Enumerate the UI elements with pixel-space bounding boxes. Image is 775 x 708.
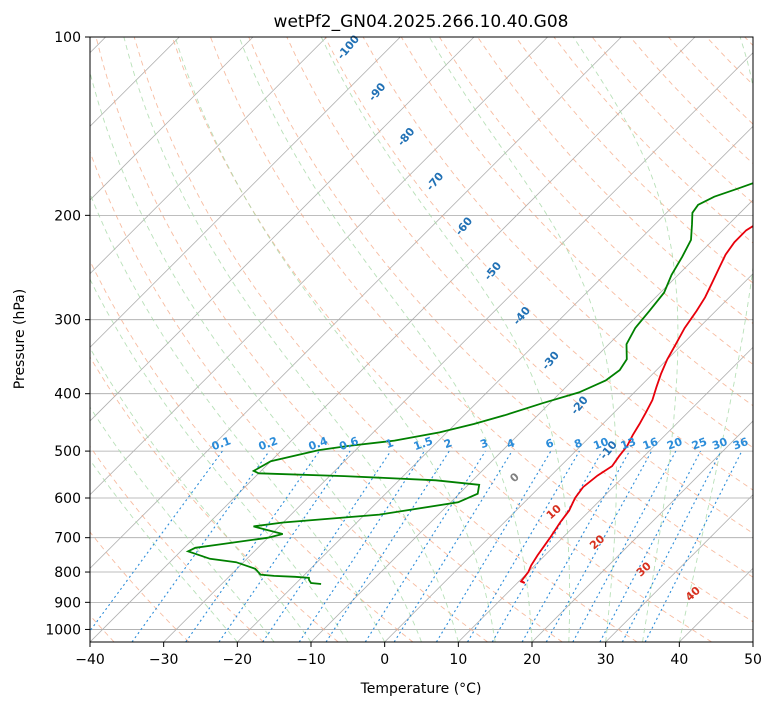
mixing-ratio-label: 16	[641, 435, 660, 453]
mixing-ratio-line	[599, 450, 702, 642]
mixing-ratio-line	[621, 450, 722, 642]
mixing-ratio-line	[572, 450, 677, 642]
dry-adiabat-line	[439, 37, 753, 365]
mixing-ratio-line	[491, 450, 603, 642]
x-tick-label: −10	[296, 652, 326, 668]
x-axis-label: Temperature (°C)	[360, 681, 482, 697]
isotherm-line	[90, 37, 622, 569]
dry-adiabat-line	[171, 37, 712, 642]
dry-adiabat-line	[90, 445, 264, 642]
isotherm-line	[90, 37, 327, 275]
isotherm-line	[458, 346, 753, 642]
y-tick-label: 600	[54, 491, 81, 507]
isotherm-line	[90, 37, 254, 201]
x-tick-label: 30	[597, 652, 615, 668]
mixing-ratio-line	[545, 450, 653, 642]
mixing-ratio-label: 1	[384, 436, 396, 451]
mixing-ratio-label: 20	[665, 435, 684, 453]
mixing-ratio-label: 3	[478, 436, 490, 451]
mixing-ratio-line	[521, 450, 630, 642]
mixing-ratio-label: 2	[442, 436, 454, 451]
moist-adiabat-line	[90, 459, 238, 642]
mixing-ratio-line	[218, 450, 351, 642]
mixing-ratio-label: 0.2	[257, 434, 280, 453]
dry-adiabat-line	[210, 37, 753, 623]
isotherm-line	[90, 37, 548, 496]
data-series	[185, 182, 753, 585]
x-tick-label: 50	[744, 652, 762, 668]
isotherm-line	[237, 125, 753, 642]
mixing-ratio-label: 30	[710, 435, 729, 453]
mixing-ratio-label: 13	[619, 435, 638, 452]
x-tick-label: 20	[523, 652, 541, 668]
isotherm-line	[531, 420, 753, 642]
x-tick-label: 0	[380, 652, 389, 668]
mixing-ratio-line	[131, 450, 270, 642]
y-tick-label: 500	[54, 444, 81, 460]
mixing-ratio-label: 36	[731, 435, 750, 453]
axis-ticks: −40 −30 −20 −10 0 10 20 30 40 5010020030040050060…	[45, 30, 762, 668]
mixing-ratio-line	[298, 450, 425, 642]
y-tick-label: 100	[54, 30, 81, 46]
x-tick-label: −40	[75, 652, 105, 668]
mixing-ratio-label: 0.1	[210, 434, 233, 453]
moist-adiabat-line	[238, 37, 533, 642]
dry-adiabat-line	[286, 37, 753, 534]
mixing-ratio-label: 0.4	[307, 434, 330, 453]
y-tick-label: 300	[54, 313, 81, 329]
x-tick-label: 10	[449, 652, 467, 668]
isotherm-line	[90, 37, 401, 348]
dry-adiabat-line	[90, 531, 190, 642]
y-tick-label: 900	[54, 595, 81, 611]
dry-adiabat-line	[133, 37, 638, 642]
mixing-ratio-line	[467, 450, 580, 642]
isotherm-line	[384, 273, 753, 642]
y-tick-label: 700	[54, 531, 81, 547]
moist-adiabat-line	[90, 192, 386, 642]
dry-adiabat-line	[90, 259, 414, 642]
mixing-ratio-label: 0.6	[338, 434, 361, 453]
mixing-ratio-line	[393, 450, 513, 642]
mixing-ratio-label: 6	[544, 436, 556, 451]
x-tick-label: 40	[670, 652, 688, 668]
y-tick-label: 800	[54, 565, 81, 581]
mixing-ratio-line	[262, 450, 392, 642]
temperature-profile	[519, 225, 753, 584]
moist-adiabat-line	[123, 37, 459, 642]
dry-adiabat-line	[248, 37, 753, 578]
moist-adiabat-line	[174, 37, 496, 642]
mixing-ratio-label: 1.5	[412, 434, 435, 453]
chart-title: wetPf2_GN04.2025.266.10.40.G08	[274, 12, 569, 32]
moist-adiabat-line	[572, 37, 679, 642]
plot-area	[90, 37, 753, 642]
moist-adiabat-line	[320, 37, 571, 642]
isotherm-line	[605, 494, 753, 642]
y-tick-label: 400	[54, 387, 81, 403]
moist-adiabat-line	[90, 278, 349, 642]
y-tick-label: 200	[54, 208, 81, 224]
mixing-ratio-label: 25	[690, 435, 709, 452]
dry-adiabat-line	[90, 150, 488, 642]
mixing-ratio-label: 8	[572, 436, 584, 451]
mixing-ratio-line	[644, 450, 743, 642]
y-axis-label: Pressure (hPa)	[12, 289, 28, 389]
isotherm-line	[163, 52, 753, 642]
mixing-ratio-label: 4	[505, 436, 517, 451]
dewpoint-profile	[185, 182, 753, 585]
dry-adiabat-line	[400, 37, 753, 407]
x-tick-label: −30	[149, 652, 179, 668]
moist-adiabat-line	[428, 37, 617, 642]
mixing-ratio-line	[435, 450, 552, 642]
isotherm-line	[90, 37, 475, 422]
mixing-ratio-line	[185, 450, 320, 642]
dry-adiabat-line	[515, 37, 753, 284]
moist-adiabat-line	[90, 70, 422, 642]
y-tick-label: 1000	[45, 622, 81, 638]
x-tick-label: −20	[223, 652, 253, 668]
plot-frame	[89, 36, 754, 643]
isotherm-line	[752, 641, 753, 642]
dry-adiabat-line	[95, 37, 563, 642]
mixing-ratio-label: 10	[592, 435, 611, 453]
